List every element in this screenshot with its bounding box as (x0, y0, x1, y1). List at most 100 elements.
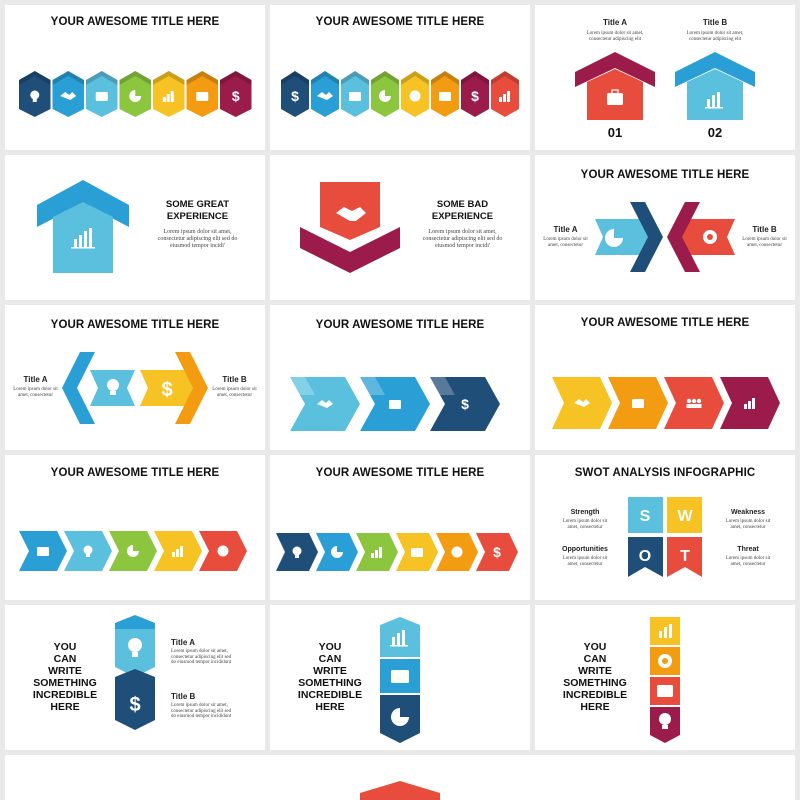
briefcase-icon (439, 92, 451, 101)
briefcase-icon (391, 670, 409, 683)
briefcase-icon (37, 547, 49, 556)
desc-b: Lorem ipsum dolor sit amet, consectetur … (686, 31, 744, 42)
arrow-row: $ (290, 377, 500, 431)
slide-7[interactable]: YOUR AWESOME TITLE HERE $ Title A Lorem … (5, 305, 265, 450)
briefcase-icon (95, 92, 108, 101)
slide-6[interactable]: YOUR AWESOME TITLE HERE Title A Lorem ip… (535, 155, 795, 300)
statement-line: YOU (318, 641, 342, 653)
label-title-b: Title B (752, 225, 777, 234)
headline: SOME GREAT EXPERIENCE (165, 199, 230, 222)
statement-line: WRITE (578, 665, 612, 677)
pie-icon (379, 90, 391, 102)
label-title-a: Title A (553, 225, 578, 234)
dollar-icon: $ (161, 379, 172, 401)
handshake-icon (60, 92, 77, 100)
gear-icon (703, 230, 717, 244)
desc-a: Lorem ipsum dolor sit amet, consectetur (543, 237, 588, 248)
label-title-a: Title A (171, 638, 196, 647)
desc-b: Lorem ipsum dolor sit amet, consectetur (212, 387, 257, 398)
step-badge-1 (281, 71, 309, 117)
slide-14[interactable]: YOU CAN WRITE SOMETHING INCREDIBLE HERE (270, 605, 530, 750)
lightbulb-icon (659, 713, 671, 729)
dollar-icon: $ (461, 396, 469, 412)
slide-9[interactable]: YOUR AWESOME TITLE HERE (535, 305, 795, 450)
slide-title: YOUR AWESOME TITLE HERE (580, 317, 750, 329)
desc-a: Lorem ipsum dolor sit amet, consectetur … (586, 31, 644, 42)
arrow-row: $ (276, 533, 518, 571)
big-statement: YOU CAN WRITE SOMETHING INCREDIBLE HERE (25, 641, 105, 713)
pie-icon (331, 546, 343, 558)
slide-10[interactable]: YOUR AWESOME TITLE HERE (5, 455, 265, 600)
roof-arrow-b (675, 52, 755, 87)
statement-line: HERE (50, 701, 80, 713)
arrow-3 (430, 377, 500, 431)
vertical-badges: $ (115, 615, 155, 730)
label-opportunities: Opportunities (562, 546, 608, 553)
step-arrows: $ (19, 71, 252, 117)
slide-2[interactable]: YOUR AWESOME TITLE HERE $ $ (270, 5, 530, 150)
vertical-badges (380, 617, 420, 743)
slide-title: YOUR AWESOME TITLE HERE (315, 16, 485, 28)
description: Lorem ipsum dolor sit amet, consectetur … (422, 229, 503, 249)
statement-line: SOMETHING (563, 677, 627, 689)
house-block-b (687, 69, 743, 120)
opposing-arrows (595, 202, 735, 272)
briefcase-icon (607, 93, 623, 105)
slide-5[interactable]: SOME BAD EXPERIENCE Lorem ipsum dolor si… (270, 155, 530, 300)
slide-16[interactable] (5, 755, 795, 800)
slide-3[interactable]: Title A Lorem ipsum dolor sit amet, cons… (535, 5, 795, 150)
slide-13[interactable]: YOU CAN WRITE SOMETHING INCREDIBLE HERE $ Tit… (5, 605, 265, 750)
briefcase-icon (657, 685, 673, 697)
chart-icon (371, 547, 382, 558)
bad-experience-graphic (300, 182, 400, 273)
chart-icon (499, 91, 510, 102)
desc-threat: Lorem ipsum dolor sit amet, consectetur (725, 556, 771, 567)
statement-line: YOU (53, 641, 77, 653)
slide-1[interactable]: YOUR AWESOME TITLE HERE $ (5, 5, 265, 150)
label-threat: Threat (737, 546, 759, 553)
statement-line: CAN (318, 653, 342, 665)
lightbulb-icon (107, 379, 119, 395)
statement-line: CAN (53, 653, 77, 665)
people-icon (686, 398, 702, 408)
slide-12[interactable]: SWOT ANALYSIS INFOGRAPHIC S W O T Streng… (535, 455, 795, 600)
svg-text:$: $ (232, 88, 240, 104)
slide-4[interactable]: SOME GREAT EXPERIENCE Lorem ipsum dolor … (5, 155, 265, 300)
step-badge-2 (52, 71, 84, 117)
label-strength: Strength (570, 509, 600, 516)
handshake-icon (574, 399, 590, 407)
label-title-b: Title B (702, 18, 728, 27)
gear-icon (451, 546, 463, 558)
big-statement: YOU CAN WRITE SOMETHING INCREDIBLE HERE (555, 641, 635, 713)
label-title-b: Title B (171, 692, 196, 701)
desc-a: Lorem ipsum dolor sit amet, consectetur … (171, 649, 232, 666)
arrow-6 (476, 533, 518, 571)
label-title-a: Title A (23, 375, 48, 384)
dollar-icon: $ (493, 544, 501, 560)
slide-15[interactable]: YOU CAN WRITE SOMETHING INCREDIBLE HERE (535, 605, 795, 750)
swot-letter-s: S (640, 508, 651, 525)
statement-line: INCREDIBLE (32, 689, 98, 701)
lightbulb-icon (83, 545, 93, 557)
pie-chart-icon (605, 229, 623, 247)
headline: SOME BAD EXPERIENCE (431, 199, 494, 222)
chart-icon (162, 91, 174, 102)
statement-line: WRITE (313, 665, 347, 677)
slide-11[interactable]: YOUR AWESOME TITLE HERE $ (270, 455, 530, 600)
slide-8[interactable]: YOUR AWESOME TITLE HERE $ (270, 305, 530, 450)
step-badge-7 (220, 71, 252, 117)
lightbulb-icon (128, 638, 142, 657)
slide-title: YOUR AWESOME TITLE HERE (315, 467, 485, 479)
label-title-b: Title B (222, 375, 247, 384)
statement-line: SOMETHING (33, 677, 97, 689)
up-arrow-blocks (575, 52, 755, 120)
down-chevron (300, 227, 400, 273)
desc-b: Lorem ipsum dolor sit amet, consectetur (742, 237, 787, 248)
slide-title: YOUR AWESOME TITLE HERE (50, 467, 220, 479)
step-arrows: $ $ (281, 71, 519, 117)
dollar-icon: $ (129, 694, 140, 716)
swot-letter-t: T (680, 548, 690, 565)
number-02: 02 (707, 125, 723, 140)
dollar-icon: $ (232, 88, 240, 104)
